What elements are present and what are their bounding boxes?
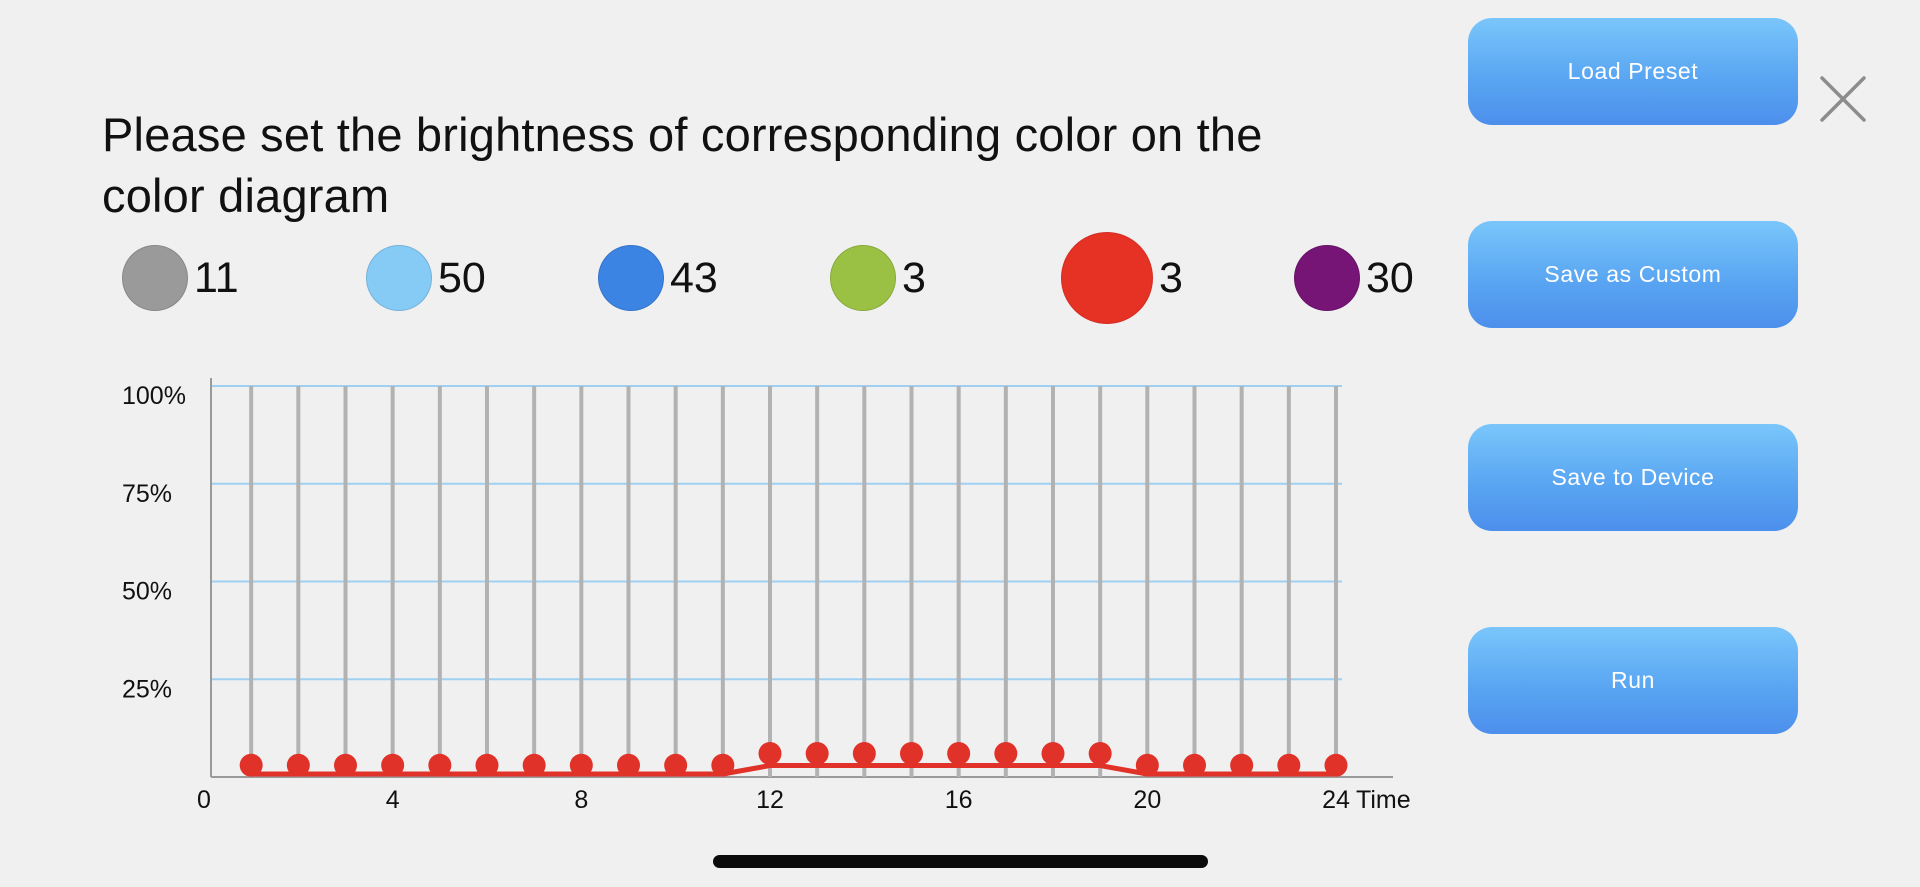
y-tick-label: 100% bbox=[122, 382, 186, 410]
brightness-point[interactable] bbox=[947, 742, 971, 766]
brightness-point[interactable] bbox=[1277, 753, 1301, 777]
color-swatch-purple[interactable] bbox=[1294, 245, 1360, 311]
x-tick-label: 24 bbox=[1322, 786, 1350, 814]
brightness-point[interactable] bbox=[711, 753, 735, 777]
color-swatch-blue[interactable] bbox=[598, 245, 664, 311]
brightness-point[interactable] bbox=[994, 742, 1018, 766]
brightness-point[interactable] bbox=[381, 753, 405, 777]
brightness-point[interactable] bbox=[617, 753, 640, 777]
y-tick-label: 50% bbox=[122, 578, 172, 606]
color-option-cyan[interactable]: 50 bbox=[366, 238, 486, 318]
x-tick-label: 4 bbox=[386, 786, 400, 814]
instruction-title: Please set the brightness of correspondi… bbox=[102, 108, 1263, 222]
brightness-point[interactable] bbox=[334, 753, 357, 777]
x-tick-label: 20 bbox=[1133, 786, 1161, 814]
x-tick-label: 8 bbox=[574, 786, 588, 814]
brightness-point[interactable] bbox=[1230, 753, 1254, 777]
brightness-point[interactable] bbox=[758, 742, 782, 766]
brightness-point[interactable] bbox=[522, 753, 546, 777]
y-tick-label: 25% bbox=[122, 675, 172, 703]
brightness-point[interactable] bbox=[1088, 742, 1112, 766]
color-option-purple[interactable]: 30 bbox=[1294, 238, 1414, 318]
brightness-point[interactable] bbox=[286, 753, 310, 777]
color-swatch-white[interactable] bbox=[122, 245, 188, 311]
home-indicator bbox=[713, 855, 1208, 868]
brightness-point[interactable] bbox=[475, 753, 499, 777]
brightness-point[interactable] bbox=[805, 742, 829, 766]
brightness-point[interactable] bbox=[664, 753, 688, 777]
color-value-blue: 43 bbox=[670, 253, 718, 302]
color-swatch-red[interactable] bbox=[1061, 232, 1153, 324]
brightness-point[interactable] bbox=[1324, 753, 1348, 777]
x-tick-label: 12 bbox=[756, 786, 784, 814]
color-option-white[interactable]: 11 bbox=[122, 238, 239, 318]
x-tick-label: 16 bbox=[945, 786, 973, 814]
color-value-white: 11 bbox=[194, 253, 239, 302]
color-swatch-green[interactable] bbox=[830, 245, 896, 311]
color-option-red[interactable]: 3 bbox=[1061, 232, 1183, 324]
brightness-point[interactable] bbox=[900, 742, 923, 766]
x-tick-label: 0 bbox=[197, 786, 211, 814]
load-preset-button[interactable]: Load Preset bbox=[1468, 18, 1798, 125]
brightness-point[interactable] bbox=[1041, 742, 1065, 766]
brightness-point[interactable] bbox=[1135, 753, 1159, 777]
color-value-cyan: 50 bbox=[438, 253, 486, 302]
brightness-point[interactable] bbox=[428, 753, 452, 777]
brightness-point[interactable] bbox=[1183, 753, 1206, 777]
save-to-device-button[interactable]: Save to Device bbox=[1468, 424, 1798, 531]
brightness-point[interactable] bbox=[569, 753, 593, 777]
x-axis-label: Time bbox=[1356, 786, 1411, 814]
save-as-custom-button[interactable]: Save as Custom bbox=[1468, 221, 1798, 328]
color-option-blue[interactable]: 43 bbox=[598, 238, 718, 318]
color-value-green: 3 bbox=[902, 253, 926, 302]
color-swatch-cyan[interactable] bbox=[366, 245, 432, 311]
color-value-purple: 30 bbox=[1366, 253, 1414, 302]
brightness-point[interactable] bbox=[852, 742, 876, 766]
brightness-point[interactable] bbox=[239, 753, 263, 777]
brightness-chart[interactable]: 100% 75% 50% 25% 0 4 8 12 16 20 24 Time bbox=[0, 0, 1440, 830]
run-button[interactable]: Run bbox=[1468, 627, 1798, 734]
color-value-red: 3 bbox=[1159, 253, 1183, 302]
color-option-green[interactable]: 3 bbox=[830, 238, 926, 318]
close-icon[interactable] bbox=[1818, 74, 1868, 124]
brightness-line bbox=[251, 763, 1336, 777]
y-tick-label: 75% bbox=[122, 480, 172, 508]
